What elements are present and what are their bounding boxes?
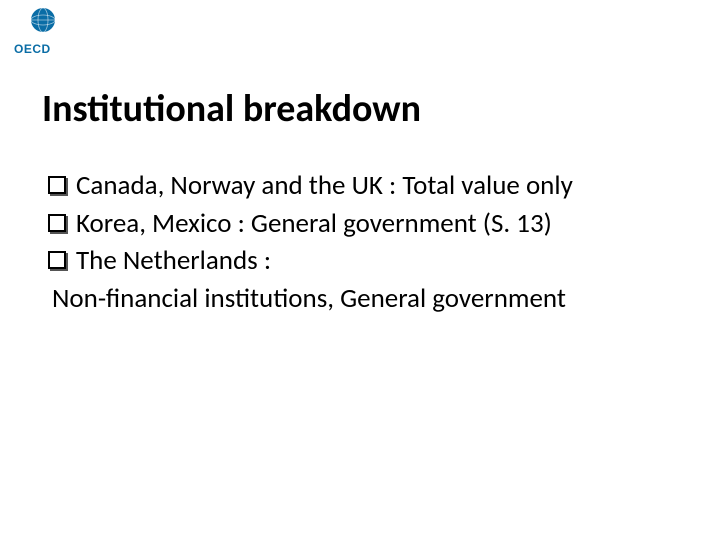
bullet-item: Korea, Mexico : General government (S. 1… [48,206,680,242]
oecd-logo-text: OECD [14,42,51,56]
oecd-logo: OECD [14,6,60,56]
slide: OECD Institutional breakdown Canada, Nor… [0,0,720,540]
bullet-continuation: Non-financial institutions, General gove… [52,281,680,317]
bullet-item: The Netherlands : [48,243,680,279]
oecd-logo-mark [14,6,60,40]
bullet-text: Canada, Norway and the UK : Total value … [76,168,680,204]
square-bullet-icon [48,251,66,269]
square-bullet-icon [48,176,66,194]
oecd-logo-icon [14,6,60,40]
slide-body: Canada, Norway and the UK : Total value … [48,168,680,317]
slide-title: Institutional breakdown [42,86,680,132]
bullet-text: The Netherlands : [76,243,680,279]
bullet-text: Korea, Mexico : General government (S. 1… [76,206,680,242]
square-bullet-icon [48,214,66,232]
bullet-item: Canada, Norway and the UK : Total value … [48,168,680,204]
